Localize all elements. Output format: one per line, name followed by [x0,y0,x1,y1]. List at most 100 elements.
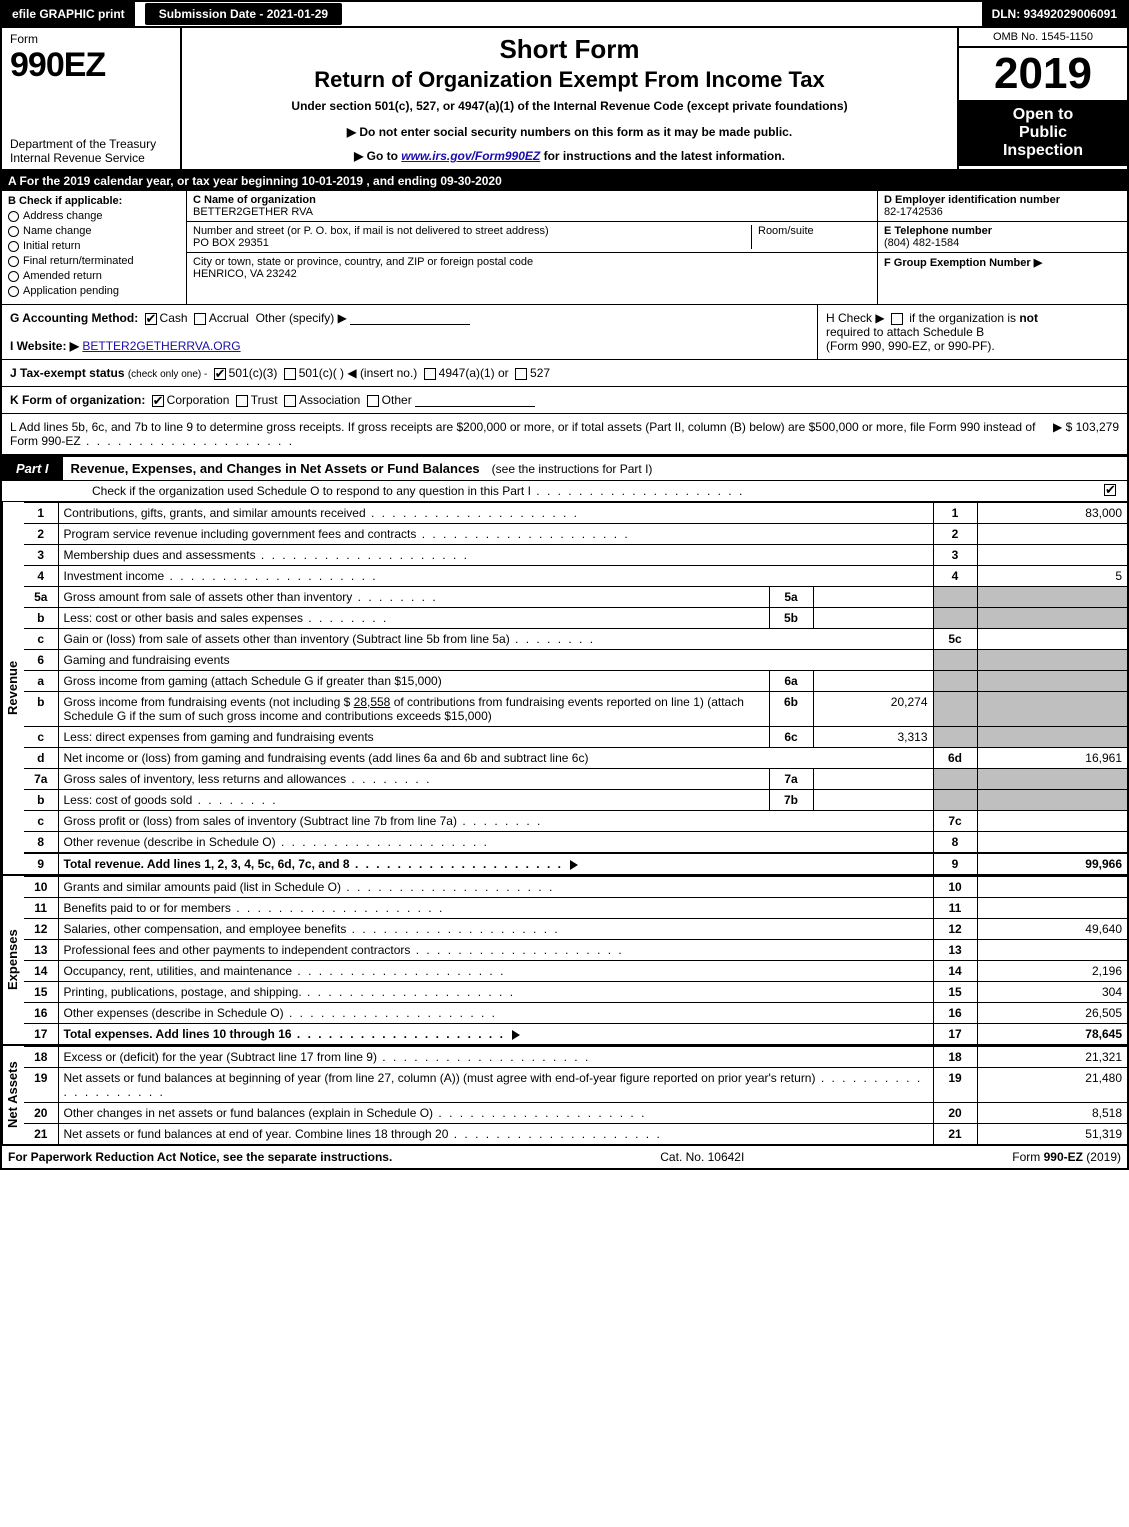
ck-amended-return[interactable]: Amended return [8,270,180,282]
row-g-h: G Accounting Method: Cash Accrual Other … [2,305,1127,360]
line-6a: a Gross income from gaming (attach Sched… [24,671,1127,692]
ck-initial-return[interactable]: Initial return [8,240,180,252]
tax-year: 2019 [959,48,1127,100]
expenses-table: 10Grants and similar amounts paid (list … [24,876,1127,1044]
h-text2: if the organization is [909,311,1019,325]
line-16: 16Other expenses (describe in Schedule O… [24,1003,1127,1024]
ein-label: D Employer identification number [884,194,1060,206]
k-corp: Corporation [167,393,230,407]
addr-label: Number and street (or P. O. box, if mail… [193,225,549,237]
line-17: 17Total expenses. Add lines 10 through 1… [24,1024,1127,1045]
website-link[interactable]: BETTER2GETHERRVA.ORG [82,339,240,353]
net-assets-section: Net Assets 18Excess or (deficit) for the… [2,1044,1127,1144]
goto-line: ▶ Go to www.irs.gov/Form990EZ for instru… [192,149,947,163]
line-4: 4 Investment income 4 5 [24,566,1127,587]
h-not: not [1019,311,1038,325]
col-d-e-f: D Employer identification number 82-1742… [877,191,1127,304]
h-text4: (Form 990, 990-EZ, or 990-PF). [826,339,995,353]
phone-label: E Telephone number [884,225,992,237]
col-b-checkboxes: B Check if applicable: Address change Na… [2,191,187,304]
under-section-text: Under section 501(c), 527, or 4947(a)(1)… [192,99,947,113]
line-18: 18Excess or (deficit) for the year (Subt… [24,1047,1127,1068]
city-value: HENRICO, VA 23242 [193,268,297,280]
line-7c: c Gross profit or (loss) from sales of i… [24,811,1127,832]
row-j: J Tax-exempt status (check only one) - 5… [2,360,1127,387]
ck-accrual[interactable] [194,313,206,325]
revenue-section: Revenue 1 Contributions, gifts, grants, … [2,502,1127,874]
page-footer: For Paperwork Reduction Act Notice, see … [2,1144,1127,1168]
line-10: 10Grants and similar amounts paid (list … [24,877,1127,898]
open-line2: Public [963,124,1123,142]
line-12: 12Salaries, other compensation, and empl… [24,919,1127,940]
other-org-input[interactable] [415,393,535,407]
form-number: 990EZ [10,46,105,84]
addr-value: PO BOX 29351 [193,237,269,249]
form-word: Form [10,32,38,46]
irs-link[interactable]: www.irs.gov/Form990EZ [401,149,540,163]
ck-assoc[interactable] [284,395,296,407]
line-6b: b Gross income from fundraising events (… [24,692,1127,727]
form-container: efile GRAPHIC print Submission Date - 20… [0,0,1129,1170]
omb-number: OMB No. 1545-1150 [959,28,1127,48]
accrual-label: Accrual [209,311,249,325]
ck-schedule-o[interactable] [1104,484,1116,496]
cash-label: Cash [160,311,188,325]
j-527: 527 [530,366,550,380]
g-label: G Accounting Method: [10,311,138,325]
ck-cash[interactable] [145,313,157,325]
open-to-public-box: Open to Public Inspection [959,100,1127,166]
part1-title: Revenue, Expenses, and Changes in Net As… [63,457,488,480]
l-amount: 103,279 [1076,420,1119,434]
ck-trust[interactable] [236,395,248,407]
ck-4947[interactable] [424,368,436,380]
group-exemption-label: F Group Exemption Number ▶ [884,257,1042,269]
other-specify-input[interactable] [350,311,470,325]
submission-date-badge: Submission Date - 2021-01-29 [145,3,342,25]
ck-final-return[interactable]: Final return/terminated [8,255,180,267]
title-right: OMB No. 1545-1150 2019 Open to Public In… [957,28,1127,169]
col-c-org-info: C Name of organization BETTER2GETHER RVA… [187,191,877,304]
line-2: 2 Program service revenue including gove… [24,524,1127,545]
ck-527[interactable] [515,368,527,380]
j-4947: 4947(a)(1) or [439,366,509,380]
efile-print-button[interactable]: efile GRAPHIC print [2,2,135,26]
line-6d: d Net income or (loss) from gaming and f… [24,748,1127,769]
expenses-section: Expenses 10Grants and similar amounts pa… [2,874,1127,1044]
line-8: 8 Other revenue (describe in Schedule O)… [24,832,1127,854]
k-label: K Form of organization: [10,393,145,407]
part1-header: Part I Revenue, Expenses, and Changes in… [2,455,1127,481]
open-line3: Inspection [963,142,1123,160]
ck-corp[interactable] [152,395,164,407]
line-11: 11Benefits paid to or for members11 [24,898,1127,919]
line-5b: b Less: cost or other basis and sales ex… [24,608,1127,629]
paperwork-notice: For Paperwork Reduction Act Notice, see … [8,1150,392,1164]
top-bar: efile GRAPHIC print Submission Date - 20… [2,2,1127,28]
ck-application-pending[interactable]: Application pending [8,285,180,297]
i-label: I Website: ▶ [10,339,79,353]
ck-501c[interactable] [284,368,296,380]
k-other: Other [382,393,412,407]
open-line1: Open to [963,106,1123,124]
line-15: 15Printing, publications, postage, and s… [24,982,1127,1003]
h-text3: required to attach Schedule B [826,325,984,339]
return-title: Return of Organization Exempt From Incom… [192,67,947,93]
col-b-header: B Check if applicable: [8,195,180,207]
line-7a: 7a Gross sales of inventory, less return… [24,769,1127,790]
k-assoc: Association [299,393,360,407]
title-block: Form 990EZ Department of the Treasury In… [2,28,1127,171]
j-sub: (check only one) - [128,369,207,380]
ck-other-org[interactable] [367,395,379,407]
short-form-title: Short Form [192,34,947,65]
line-6: 6 Gaming and fundraising events [24,650,1127,671]
j-label: J Tax-exempt status [10,366,125,380]
ck-address-change[interactable]: Address change [8,210,180,222]
ck-name-change[interactable]: Name change [8,225,180,237]
ck-h[interactable] [891,313,903,325]
line-6b-amount: 28,558 [354,695,391,709]
org-name-label: C Name of organization [193,194,316,206]
arrow-icon [512,1030,520,1040]
part1-check-row: Check if the organization used Schedule … [2,481,1127,502]
ck-501c3[interactable] [214,368,226,380]
line-6b-d1: Gross income from fundraising events (no… [64,695,354,709]
j-501c: 501(c)( ) ◀ (insert no.) [299,366,418,380]
